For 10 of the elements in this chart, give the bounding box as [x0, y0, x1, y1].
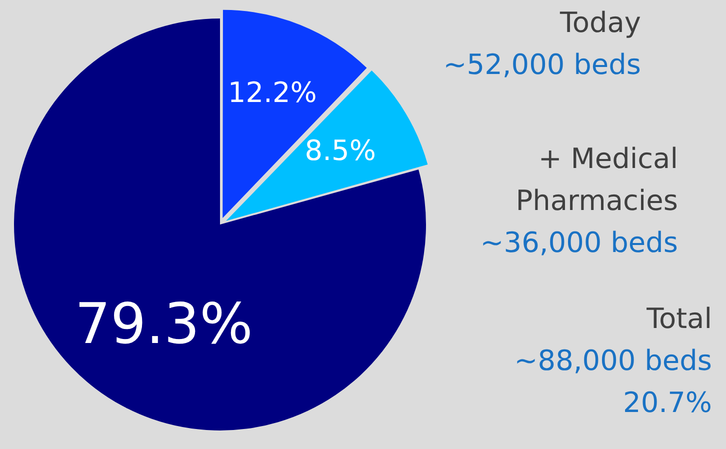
text: ~36,000 beds	[479, 225, 678, 261]
text: + Medical Pharmacies	[514, 141, 678, 219]
text: ~88,000 beds	[514, 343, 712, 379]
data-label: 12.2%	[228, 76, 317, 109]
text: Today	[558, 5, 641, 41]
text: Total	[646, 301, 712, 337]
data-label: 79.3%	[74, 292, 253, 357]
data-label: 8.5%	[304, 134, 376, 168]
text: ~52,000 beds	[443, 47, 641, 83]
text: 20.7%	[622, 385, 712, 421]
